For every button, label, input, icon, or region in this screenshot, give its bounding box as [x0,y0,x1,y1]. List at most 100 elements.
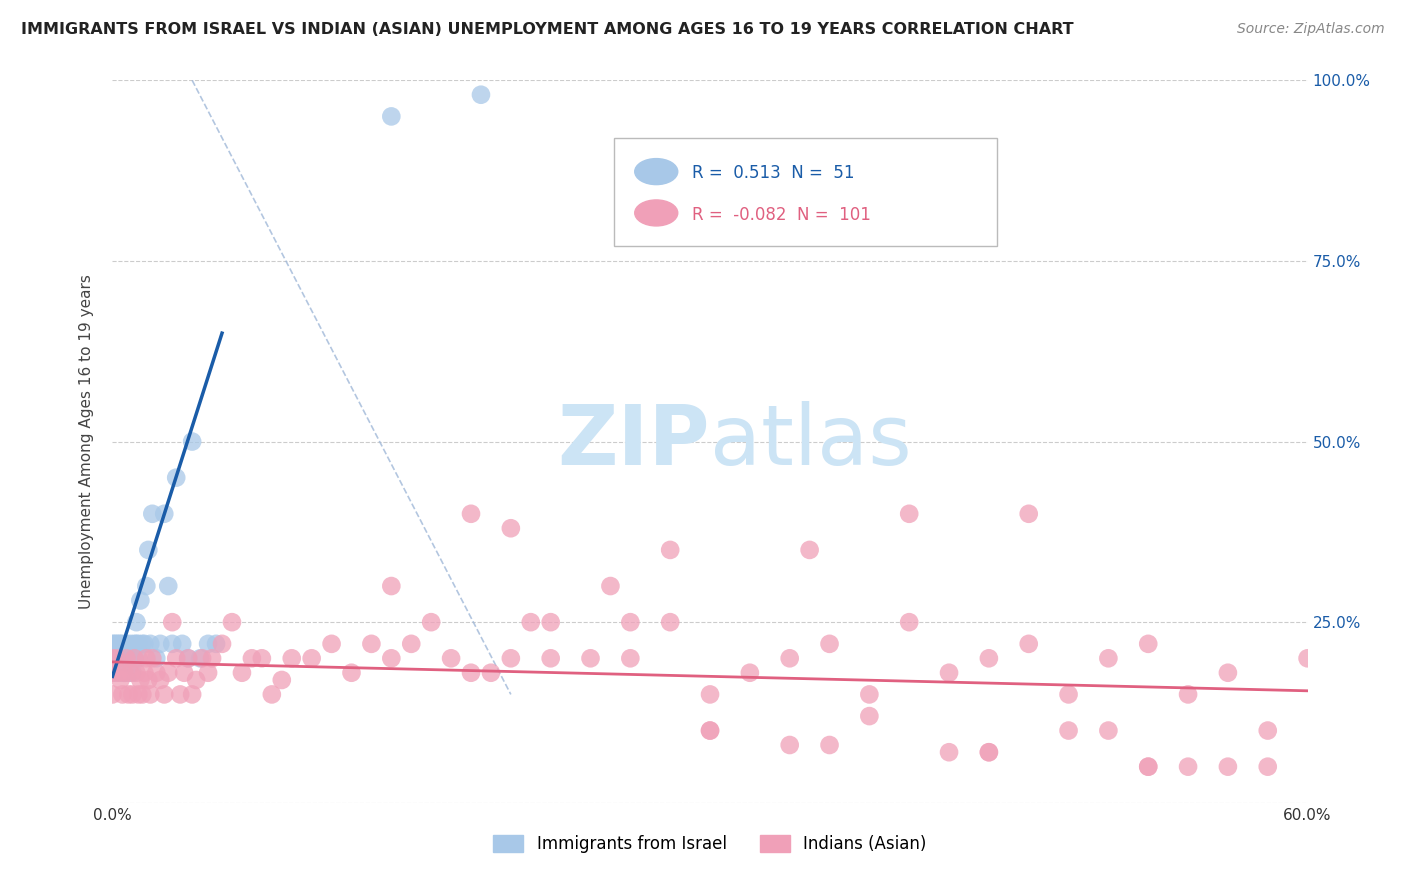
Point [599,579,621,593]
Point [165,651,187,665]
Point [779,738,801,752]
Text: R =  0.513  N =  51: R = 0.513 N = 51 [692,164,855,183]
Point [197,665,219,680]
Point [110,651,132,665]
Point [138,673,160,687]
Point [858,687,880,701]
Point [181,434,204,449]
Point [858,709,880,723]
Point [138,542,160,557]
Point [340,665,363,680]
Point [250,651,273,665]
Point [1137,760,1160,774]
Point [121,651,143,665]
Point [114,665,135,680]
Point [125,615,148,630]
Point [659,542,682,557]
Point [173,665,195,680]
Point [898,507,921,521]
Point [177,651,200,665]
Point [1018,637,1040,651]
Point [818,738,841,752]
Point [135,579,157,593]
Point [1018,507,1040,521]
Point [301,651,323,665]
Point [211,637,233,651]
Point [157,665,180,680]
Point [659,615,682,630]
Point [799,542,821,557]
Point [380,110,402,124]
Point [120,665,142,680]
Point [779,651,801,665]
Point [105,665,128,680]
Point [499,651,522,665]
Point [938,665,960,680]
Point [117,665,139,680]
Point [153,687,176,701]
Text: ZIP: ZIP [558,401,710,482]
Point [145,651,167,665]
Point [240,651,263,665]
Point [124,651,146,665]
Point [977,651,1000,665]
Circle shape [634,200,678,226]
Point [101,637,124,651]
Circle shape [634,159,678,185]
Point [115,651,138,665]
Point [1216,760,1239,774]
Point [165,470,187,484]
Point [145,665,167,680]
Point [107,637,129,651]
Point [162,615,183,630]
Text: Source: ZipAtlas.com: Source: ZipAtlas.com [1237,22,1385,37]
Point [619,651,641,665]
Point [141,651,163,665]
Point [321,637,343,651]
Point [938,745,960,759]
Point [520,615,543,630]
Point [125,637,148,651]
Point [470,87,492,102]
Point [107,665,129,680]
Point [898,615,921,630]
Point [101,651,124,665]
Point [1137,637,1160,651]
Point [114,651,135,665]
Point [101,687,124,701]
Point [134,637,156,651]
Point [177,651,200,665]
Point [101,665,124,680]
Point [1097,723,1119,738]
Point [420,615,443,630]
Point [105,651,128,665]
Point [117,687,139,701]
Point [440,651,463,665]
Point [103,651,125,665]
Point [181,687,204,701]
Point [139,687,162,701]
Point [131,687,153,701]
Point [127,687,149,701]
Point [121,665,143,680]
Point [127,651,149,665]
Point [153,507,176,521]
Point [121,687,143,701]
Point [188,651,211,665]
Point [107,651,129,665]
Point [1177,760,1199,774]
Point [1216,665,1239,680]
Point [111,651,134,665]
Point [818,637,841,651]
Point [281,651,304,665]
Point [135,651,157,665]
Point [141,507,163,521]
Point [1257,760,1279,774]
Point [101,651,124,665]
Point [205,637,228,651]
Point [201,651,224,665]
Point [380,579,402,593]
Point [114,665,135,680]
Point [115,651,138,665]
Point [380,651,402,665]
